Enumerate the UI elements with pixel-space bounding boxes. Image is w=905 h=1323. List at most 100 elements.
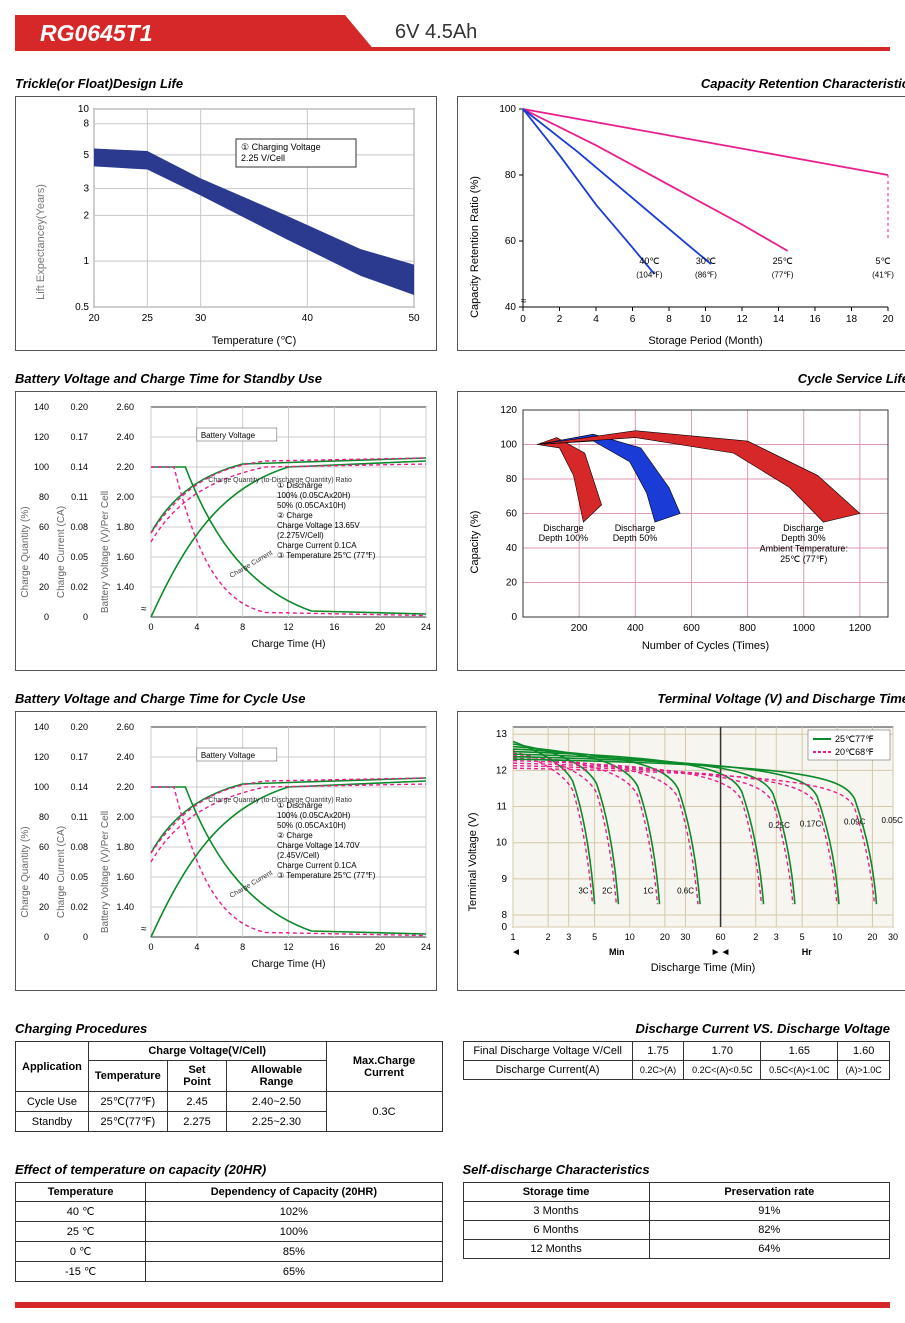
tbl-discharge-title: Discharge Current VS. Discharge Voltage bbox=[463, 1021, 891, 1036]
svg-text:20: 20 bbox=[375, 942, 385, 952]
svg-text:30: 30 bbox=[680, 932, 690, 942]
svg-text:9: 9 bbox=[501, 874, 507, 885]
svg-text:Depth 30%: Depth 30% bbox=[781, 533, 826, 543]
svg-text:(2.275V/Cell): (2.275V/Cell) bbox=[277, 531, 324, 540]
svg-text:Charge Current (CA): Charge Current (CA) bbox=[56, 826, 67, 918]
svg-text:Discharge: Discharge bbox=[615, 523, 656, 533]
svg-text:Lift Expectancey(Years): Lift Expectancey(Years) bbox=[35, 184, 47, 300]
svg-text:1.80: 1.80 bbox=[116, 842, 134, 852]
svg-text:1.40: 1.40 bbox=[116, 902, 134, 912]
svg-text:24: 24 bbox=[421, 622, 431, 632]
footer-line bbox=[15, 1302, 890, 1308]
chart-cycle-use: 0481216202402040608010012014000.020.050.… bbox=[15, 711, 437, 991]
svg-text:0: 0 bbox=[520, 314, 526, 325]
svg-text:20: 20 bbox=[506, 578, 518, 589]
svg-text:5℃: 5℃ bbox=[875, 256, 890, 266]
svg-text:Battery Voltage (V)/Per Cell: Battery Voltage (V)/Per Cell bbox=[100, 491, 111, 613]
svg-text:4: 4 bbox=[194, 942, 199, 952]
svg-text:25℃77℉: 25℃77℉ bbox=[835, 734, 874, 744]
svg-text:Charge Voltage 13.65V: Charge Voltage 13.65V bbox=[277, 521, 360, 530]
svg-text:80: 80 bbox=[505, 170, 517, 181]
svg-text:① Charging Voltage: ① Charging Voltage bbox=[241, 142, 321, 152]
svg-text:50: 50 bbox=[408, 313, 420, 324]
svg-text:20℃68℉: 20℃68℉ bbox=[835, 747, 874, 757]
svg-text:120: 120 bbox=[500, 405, 517, 416]
svg-text:20: 20 bbox=[882, 314, 894, 325]
svg-text:8: 8 bbox=[240, 622, 245, 632]
header-model: RG0645T1 bbox=[40, 20, 153, 47]
svg-text:0.05: 0.05 bbox=[70, 872, 88, 882]
svg-text:Charge Time (H): Charge Time (H) bbox=[252, 639, 326, 650]
svg-text:20: 20 bbox=[375, 622, 385, 632]
chart6-title: Terminal Voltage (V) and Discharge Time bbox=[457, 691, 905, 706]
svg-text:8: 8 bbox=[83, 119, 89, 130]
svg-text:20: 20 bbox=[39, 582, 49, 592]
svg-text:(104℉): (104℉) bbox=[636, 270, 663, 279]
svg-text:0.14: 0.14 bbox=[70, 462, 88, 472]
chart-cycle-life: 02040608010012020040060080010001200Disch… bbox=[457, 391, 905, 671]
svg-text:0: 0 bbox=[44, 932, 49, 942]
svg-text:12: 12 bbox=[283, 942, 293, 952]
svg-text:(41℉): (41℉) bbox=[872, 270, 894, 279]
svg-text:Battery Voltage: Battery Voltage bbox=[201, 751, 256, 760]
tbl-selfdis-title: Self-discharge Characteristics bbox=[463, 1162, 891, 1177]
svg-text:140: 140 bbox=[34, 722, 49, 732]
tbl-charging-title: Charging Procedures bbox=[15, 1021, 443, 1036]
svg-text:③ Temperature 25℃ (77℉): ③ Temperature 25℃ (77℉) bbox=[277, 871, 376, 880]
svg-text:Storage Period (Month): Storage Period (Month) bbox=[648, 335, 762, 347]
svg-text:0.02: 0.02 bbox=[70, 902, 88, 912]
svg-text:25℃: 25℃ bbox=[773, 256, 793, 266]
svg-text:1000: 1000 bbox=[793, 623, 816, 634]
svg-text:0.05: 0.05 bbox=[70, 552, 88, 562]
svg-text:30: 30 bbox=[195, 313, 207, 324]
svg-text:2.20: 2.20 bbox=[116, 782, 134, 792]
svg-text:Discharge: Discharge bbox=[543, 523, 584, 533]
svg-text:0: 0 bbox=[44, 612, 49, 622]
svg-text:2.20: 2.20 bbox=[116, 462, 134, 472]
svg-text:0.6C: 0.6C bbox=[677, 886, 694, 895]
svg-text:0: 0 bbox=[83, 612, 88, 622]
svg-text:Temperature (℃): Temperature (℃) bbox=[212, 335, 297, 347]
svg-text:(86℉): (86℉) bbox=[695, 270, 717, 279]
svg-text:3C: 3C bbox=[578, 886, 588, 895]
svg-text:2.00: 2.00 bbox=[116, 492, 134, 502]
svg-text:24: 24 bbox=[421, 942, 431, 952]
chart-standby: 0481216202402040608010012014000.020.050.… bbox=[15, 391, 437, 671]
svg-text:80: 80 bbox=[39, 812, 49, 822]
svg-text:2.00: 2.00 bbox=[116, 812, 134, 822]
svg-text:5: 5 bbox=[83, 150, 89, 161]
chart5-title: Cycle Service Life bbox=[457, 371, 905, 386]
svg-text:16: 16 bbox=[329, 942, 339, 952]
svg-text:◄: ◄ bbox=[511, 947, 521, 958]
svg-text:Hr: Hr bbox=[802, 947, 812, 957]
svg-text:0: 0 bbox=[511, 612, 517, 623]
svg-text:100: 100 bbox=[34, 782, 49, 792]
svg-text:18: 18 bbox=[846, 314, 858, 325]
svg-text:0.11: 0.11 bbox=[71, 492, 88, 502]
svg-text:≈: ≈ bbox=[141, 604, 147, 615]
svg-text:30℃: 30℃ bbox=[696, 256, 716, 266]
svg-text:2C: 2C bbox=[602, 886, 612, 895]
header-bar: RG0645T1 6V 4.5Ah bbox=[15, 15, 890, 51]
svg-text:30: 30 bbox=[888, 932, 898, 942]
svg-text:Depth 50%: Depth 50% bbox=[613, 533, 658, 543]
svg-text:5: 5 bbox=[592, 932, 597, 942]
svg-text:1200: 1200 bbox=[849, 623, 872, 634]
svg-text:40℃: 40℃ bbox=[639, 256, 659, 266]
svg-text:① Discharge: ① Discharge bbox=[277, 801, 323, 810]
header-model-box: RG0645T1 bbox=[15, 15, 345, 51]
svg-text:Charge Current (CA): Charge Current (CA) bbox=[56, 506, 67, 598]
chart2-title: Capacity Retention Characteristic bbox=[457, 76, 905, 91]
svg-text:0.08: 0.08 bbox=[70, 842, 88, 852]
svg-text:12: 12 bbox=[496, 765, 508, 776]
svg-text:100: 100 bbox=[500, 440, 517, 451]
chart3-title: Battery Voltage and Charge Time for Stan… bbox=[15, 371, 437, 386]
svg-text:2.60: 2.60 bbox=[116, 722, 134, 732]
svg-text:20: 20 bbox=[39, 902, 49, 912]
svg-text:40: 40 bbox=[505, 302, 517, 313]
svg-text:3: 3 bbox=[83, 184, 89, 195]
chart-retention: 40608010002468101214161820≈5℃(41℉)25℃(77… bbox=[457, 96, 905, 351]
svg-text:10: 10 bbox=[625, 932, 635, 942]
chart1-title: Trickle(or Float)Design Life bbox=[15, 76, 437, 91]
svg-text:≈: ≈ bbox=[521, 296, 527, 307]
